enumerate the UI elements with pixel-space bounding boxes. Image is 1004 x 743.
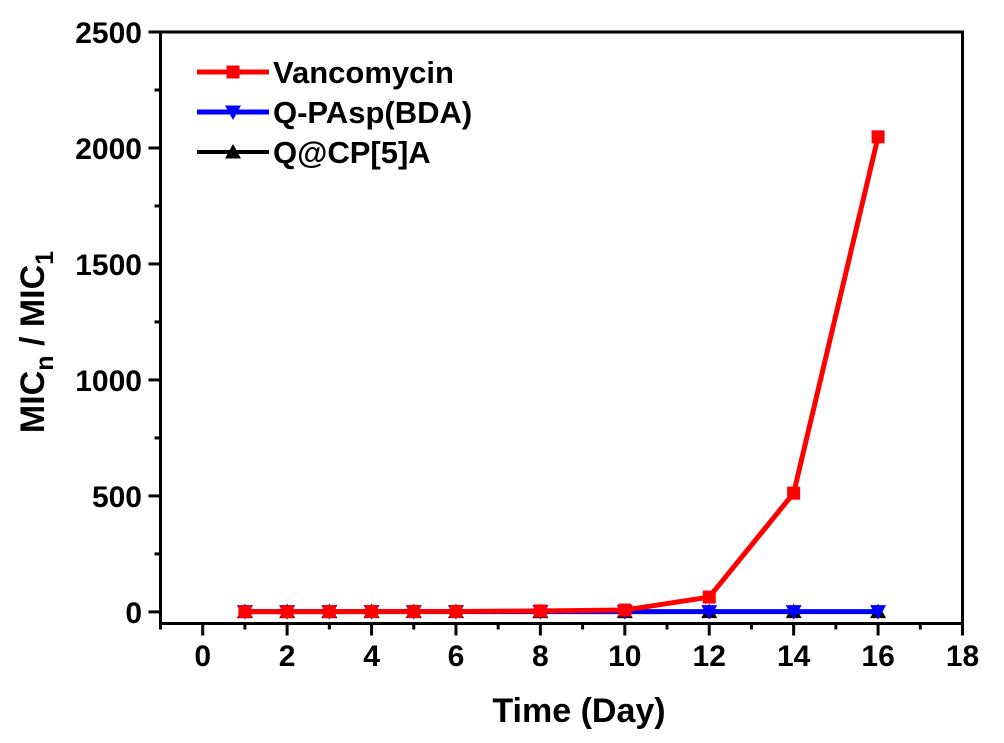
x-axis-tick-label: 10 [608, 640, 641, 673]
square-marker-icon [238, 605, 252, 619]
plot-border [159, 30, 964, 625]
legend-item-q-cp-5-a: Q@CP[5]A [197, 135, 431, 170]
y-axis-tick-label: 1000 [75, 365, 142, 398]
square-marker-icon [871, 130, 885, 144]
legend-label: Q-PAsp(BDA) [273, 95, 472, 130]
legend-item-vancomycin: Vancomycin [197, 55, 454, 90]
y-axis-tick-label: 2000 [75, 133, 142, 166]
square-marker-icon [322, 605, 336, 619]
x-axis-tick-label: 18 [946, 640, 979, 673]
triangle-down-marker-icon [870, 605, 887, 620]
square-marker-icon [787, 486, 801, 500]
legend-item-q-pasp-bda: Q-PAsp(BDA) [197, 95, 472, 130]
triangle-down-marker-icon [785, 605, 802, 620]
x-axis-tick-label: 8 [532, 640, 549, 673]
square-marker-icon [280, 605, 294, 619]
x-axis-tick-label: 0 [194, 640, 211, 673]
x-axis-tick-label: 2 [279, 640, 296, 673]
x-axis-tick-label: 12 [693, 640, 726, 673]
square-marker-icon [407, 604, 421, 618]
x-axis-title: Time (Day) [492, 692, 665, 730]
triangle-down-marker-icon [225, 105, 241, 120]
square-marker-icon [449, 604, 463, 618]
square-marker-icon [618, 603, 632, 617]
series-line-vancomycin [244, 136, 881, 615]
x-axis-tick-label: 14 [777, 640, 811, 673]
y-axis-tick-label: 0 [125, 597, 142, 630]
square-marker-icon [702, 590, 716, 604]
series-vancomycin [238, 130, 885, 619]
x-axis-tick-label: 4 [363, 640, 380, 673]
square-marker-icon [226, 65, 240, 79]
y-axis-tick-label: 500 [92, 481, 142, 514]
legend: Vancomycin Q-PAsp(BDA) Q@CP[5]A [197, 55, 472, 170]
x-axis-tick-label: 6 [448, 640, 465, 673]
legend-label: Q@CP[5]A [273, 135, 431, 170]
square-marker-icon [533, 604, 547, 618]
triangle-up-marker-icon [225, 144, 241, 159]
y-axis-tick-label: 1500 [75, 249, 142, 282]
square-marker-icon [365, 604, 379, 618]
x-axis-tick-label: 16 [861, 640, 894, 673]
y-axis-title: MICn / MIC1 [14, 251, 59, 433]
legend-label: Vancomycin [273, 55, 454, 90]
y-axis-tick-label: 2500 [75, 17, 142, 50]
triangle-down-marker-icon [701, 605, 718, 620]
